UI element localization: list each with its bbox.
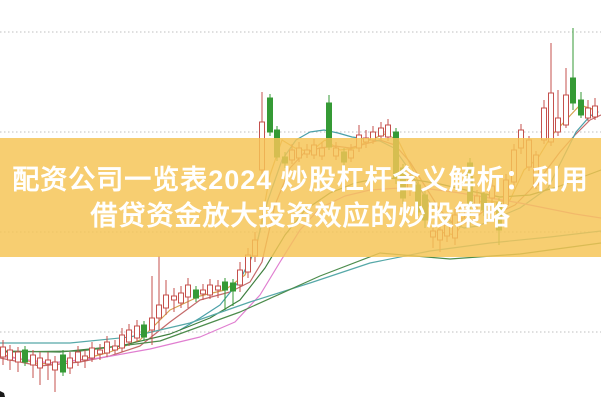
- candle-down: [578, 99, 584, 116]
- candle-up: [200, 289, 206, 295]
- candle-up: [156, 304, 162, 319]
- candle-up: [385, 124, 391, 138]
- candle-up: [75, 351, 81, 363]
- candle-up: [89, 347, 95, 359]
- candle-up: [15, 351, 21, 363]
- candle-up: [119, 334, 125, 349]
- candle-down: [222, 281, 228, 291]
- candle-up: [207, 284, 213, 296]
- candle-up: [178, 292, 184, 304]
- candle-up: [563, 94, 569, 126]
- candle-up: [7, 349, 13, 361]
- candle-up: [592, 105, 598, 118]
- candle-up: [112, 345, 118, 351]
- headline-line-2: 借贷资金放大投资效应的炒股策略: [90, 200, 511, 231]
- candle-up: [245, 254, 251, 273]
- candle-up: [163, 294, 169, 309]
- candle-up: [541, 107, 547, 141]
- candle-down: [193, 289, 199, 299]
- title-banner: 配资公司一览表2024 炒股杠杆含义解析：利用 借贷资金放大投资效应的炒股策略: [0, 138, 601, 257]
- candle-down: [267, 97, 273, 133]
- candle-up: [0, 346, 6, 358]
- headline-line-1: 配资公司一览表2024 炒股杠杆含义解析：利用: [12, 164, 589, 195]
- candle-down: [60, 354, 66, 373]
- candle-up: [585, 107, 591, 119]
- candle-up: [548, 92, 554, 143]
- candle-up: [30, 354, 36, 366]
- candle-up: [237, 269, 243, 286]
- candle-up: [171, 295, 177, 301]
- candle-up: [555, 117, 561, 133]
- candle-up: [104, 341, 110, 354]
- candle-up: [82, 355, 88, 361]
- candle-up: [215, 285, 221, 291]
- candle-up: [52, 361, 58, 371]
- corner-mark: [0, 391, 5, 397]
- candle-up: [37, 357, 43, 369]
- candle-up: [185, 284, 191, 298]
- candle-up: [134, 325, 140, 339]
- candle-down: [570, 77, 576, 104]
- candle-up: [378, 127, 384, 137]
- candle-up: [67, 357, 73, 369]
- candle-up: [97, 349, 103, 355]
- candle-up: [45, 359, 51, 365]
- candle-down: [22, 349, 28, 363]
- candle-down: [141, 324, 147, 338]
- candle-down: [230, 282, 236, 292]
- candle-up: [126, 329, 132, 343]
- candle-up: [149, 317, 155, 331]
